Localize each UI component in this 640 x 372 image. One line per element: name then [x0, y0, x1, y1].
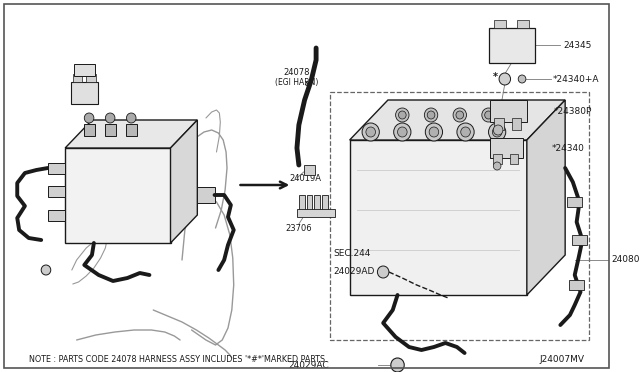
Text: *24340+A: *24340+A — [553, 74, 599, 83]
Text: 24019A: 24019A — [289, 173, 321, 183]
Bar — [490, 100, 527, 122]
Circle shape — [397, 127, 407, 137]
Circle shape — [396, 108, 409, 122]
Circle shape — [41, 265, 51, 275]
Polygon shape — [65, 148, 170, 243]
Text: *: * — [493, 72, 499, 82]
Bar — [73, 74, 83, 82]
Bar — [48, 163, 65, 174]
Bar — [71, 82, 98, 104]
Bar — [572, 235, 587, 245]
Polygon shape — [65, 120, 197, 148]
Circle shape — [378, 266, 389, 278]
Text: 24078: 24078 — [284, 67, 310, 77]
Circle shape — [428, 111, 435, 119]
Circle shape — [456, 111, 463, 119]
Circle shape — [429, 127, 438, 137]
Bar — [106, 124, 116, 136]
Text: *24340: *24340 — [552, 144, 584, 153]
Circle shape — [106, 113, 115, 123]
Circle shape — [426, 123, 442, 141]
Bar — [74, 64, 95, 76]
Polygon shape — [527, 100, 565, 295]
Circle shape — [366, 127, 376, 137]
Circle shape — [513, 111, 521, 119]
Text: 24029AC: 24029AC — [288, 360, 328, 369]
Text: 24029AD: 24029AD — [333, 267, 375, 276]
Circle shape — [488, 123, 506, 141]
Bar — [86, 74, 96, 82]
Bar — [488, 28, 534, 63]
Circle shape — [499, 73, 511, 85]
Bar — [517, 20, 529, 28]
Circle shape — [84, 113, 94, 123]
Text: 24080: 24080 — [611, 256, 639, 264]
Circle shape — [461, 127, 470, 137]
Bar — [314, 195, 320, 213]
Circle shape — [482, 108, 495, 122]
Circle shape — [518, 75, 526, 83]
Polygon shape — [349, 100, 565, 140]
Bar — [303, 165, 315, 175]
Bar — [511, 118, 521, 130]
Circle shape — [484, 111, 492, 119]
Circle shape — [362, 123, 380, 141]
Bar — [490, 138, 523, 158]
Bar — [322, 195, 328, 213]
Text: NOTE : PARTS CODE 24078 HARNESS ASSY INCLUDES '*#*'MARKED PARTS.: NOTE : PARTS CODE 24078 HARNESS ASSY INC… — [29, 356, 328, 365]
Bar — [493, 154, 502, 164]
Circle shape — [492, 127, 502, 137]
Text: *24380P: *24380P — [554, 106, 592, 115]
Text: 23706: 23706 — [285, 224, 312, 232]
Circle shape — [127, 113, 136, 123]
Text: (EGI HARN): (EGI HARN) — [275, 77, 319, 87]
Circle shape — [493, 125, 503, 135]
Polygon shape — [170, 120, 197, 243]
Circle shape — [399, 111, 406, 119]
Bar — [48, 210, 65, 221]
Bar — [330, 92, 589, 340]
Bar — [197, 187, 214, 203]
Polygon shape — [349, 140, 527, 295]
Circle shape — [394, 123, 411, 141]
Bar — [299, 195, 305, 213]
Circle shape — [511, 108, 524, 122]
Bar — [84, 124, 95, 136]
Bar — [567, 197, 582, 207]
Text: J24007MV: J24007MV — [540, 356, 584, 365]
Bar — [297, 209, 335, 217]
Bar — [509, 154, 518, 164]
Bar — [48, 186, 65, 197]
Circle shape — [391, 358, 404, 372]
Circle shape — [453, 108, 467, 122]
Circle shape — [457, 123, 474, 141]
Text: 24345: 24345 — [563, 41, 591, 49]
Bar — [569, 280, 584, 290]
Circle shape — [493, 162, 501, 170]
Circle shape — [424, 108, 438, 122]
Bar — [494, 118, 504, 130]
Text: SEC.244: SEC.244 — [333, 248, 371, 257]
Bar — [307, 195, 312, 213]
Bar — [494, 20, 506, 28]
Bar — [127, 124, 137, 136]
